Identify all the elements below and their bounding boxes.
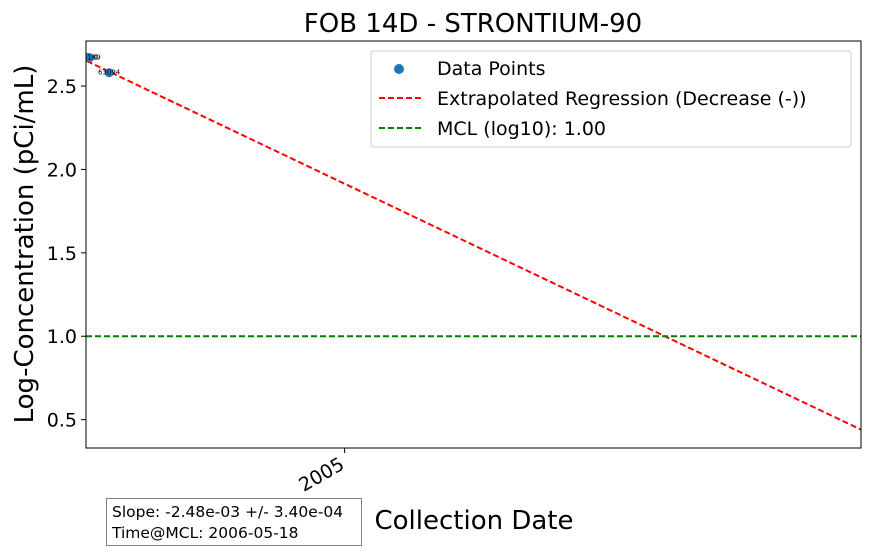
slope-text: Slope: -2.48e-03 +/- 3.40e-04 [112,503,344,521]
legend-label-regression: Extrapolated Regression (Decrease (-)) [437,88,807,110]
legend: Data Points Extrapolated Regression (Dec… [370,50,852,148]
y-tick-label: 1.5 [47,243,77,265]
y-tick-label: 0.5 [47,410,77,432]
y-tick-label: 2.0 [47,159,77,181]
y-axis-label: Log-Concentration (pCi/mL) [10,65,40,424]
data-point [86,53,95,63]
y-tick-label: 1.0 [47,326,77,348]
chart-title: FOB 14D - STRONTIUM-90 [304,9,642,39]
regression-line [86,60,861,431]
legend-marker-data-points [394,64,404,74]
x-tick-label: 2005 [295,453,348,496]
chart-marks: 65200653016518963094 [78,53,861,431]
data-point [104,68,114,78]
regression-stats-box: Slope: -2.48e-03 +/- 3.40e-04 Time@MCL: … [106,498,362,546]
data-point-label: 65189 [78,54,100,62]
data-point-label: 63094 [98,69,121,77]
y-tick-label: 2.5 [47,76,77,98]
plot-frame [85,40,862,449]
legend-label-data-points: Data Points [437,58,545,80]
time-at-mcl-text: Time@MCL: 2006-05-18 [112,524,299,542]
x-axis-label: Collection Date [374,506,573,536]
legend-label-mcl: MCL (log10): 1.00 [437,118,606,140]
